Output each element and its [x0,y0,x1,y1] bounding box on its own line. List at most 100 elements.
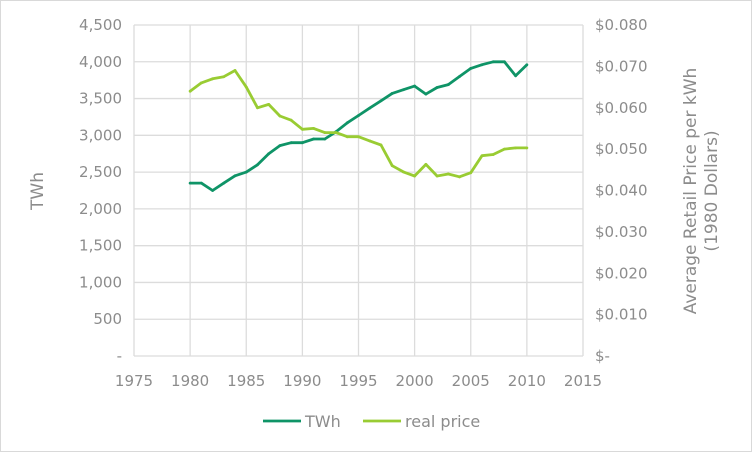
y2-tick-label: $0.010 [595,306,648,324]
x-tick-label: 1975 [115,372,153,390]
x-tick-label: 2000 [396,372,434,390]
data-point [199,81,203,85]
data-point [491,60,495,64]
data-point [233,69,237,72]
data-point [267,103,271,106]
y-tick-label: 2,000 [79,200,122,218]
y-tick-label: 1,500 [79,237,122,255]
data-point [211,77,214,81]
y2-tick-label: $0.070 [595,57,648,75]
data-point [289,141,293,145]
data-point [413,174,417,178]
data-point [458,75,461,78]
data-point [312,137,315,141]
data-point [368,106,372,110]
data-point [312,127,315,130]
y-tick-label: 4,000 [79,53,122,71]
data-point [233,174,237,178]
data-point [300,141,304,145]
data-point [424,163,428,166]
data-point [199,181,203,185]
y2-tick-label: $0.040 [595,182,648,200]
data-point [503,60,506,64]
data-point [525,63,529,67]
data-point [278,114,282,118]
x-tick-label: 1995 [339,372,377,390]
data-point [267,152,271,156]
data-point [222,75,226,79]
y2-tick-label: $0.060 [595,99,648,117]
y2-tick-label: $0.030 [595,223,648,241]
y-axis-left: - 500 1,000 1,500 2,000 2,500 3,000 3,500 4,000 4… [79,16,122,365]
data-point [244,85,248,89]
x-tick-label: 1985 [227,372,265,390]
y-tick-label: 2,500 [79,163,122,181]
x-tick-label: 1980 [171,372,209,390]
y-tick-label: - [117,347,122,365]
data-point [435,174,439,178]
data-point [458,175,461,179]
data-point [446,172,450,176]
data-point [491,153,495,156]
data-point [368,139,372,143]
data-point [188,181,192,185]
data-point [323,131,327,134]
y2-tick-label: $0.050 [595,140,648,158]
y2-tick-label: $0.080 [595,16,648,34]
data-point [469,66,473,70]
data-point [402,170,405,174]
data-point [525,146,529,150]
data-point [390,92,394,95]
data-point [469,171,473,175]
data-point [503,147,506,151]
data-point [514,146,518,150]
legend-label: real price [405,412,480,431]
data-point [446,83,450,86]
series-lines [188,60,529,192]
x-tick-label: 2010 [508,372,546,390]
data-point [300,127,304,131]
y-tick-label: 3,000 [79,126,122,144]
data-point [334,131,338,134]
y2-tick-label: $0.020 [595,264,648,282]
gridlines [133,24,584,357]
data-point [480,63,484,67]
x-axis: 1975 1980 1985 1990 1995 2000 2005 2010 2015 [115,372,602,390]
y2-tick-label: $- [595,347,610,365]
data-point [256,106,259,110]
data-point [402,88,405,92]
y-tick-label: 500 [93,310,122,328]
data-point [345,121,349,125]
data-point [424,92,428,96]
data-point [345,135,349,139]
data-point [289,118,293,122]
y-tick-label: 4,500 [79,16,122,34]
data-point [188,89,192,93]
y-axis-title: TWh [28,172,48,211]
data-point [480,154,484,158]
data-point [435,86,439,89]
y2-axis-title-line1: Average Retail Price per kWh [681,68,701,315]
data-point [379,143,383,147]
data-point [357,114,360,117]
legend: TWh real price [263,412,480,431]
data-point [413,84,417,88]
data-point [357,135,360,139]
y-tick-label: 3,500 [79,90,122,108]
data-point [211,189,214,192]
data-point [390,164,394,168]
data-point [222,181,226,185]
data-point [278,144,282,148]
data-point [379,99,383,103]
x-tick-label: 1990 [283,372,321,390]
legend-label: TWh [304,412,341,431]
data-point [244,170,248,174]
y-axis-right: $- $0.010 $0.020 $0.030 $0.040 $0.050 $0.060 $0… [595,16,648,365]
y-tick-label: 1,000 [79,273,122,291]
data-point [323,137,327,141]
data-point [514,74,518,78]
data-point [256,163,259,167]
y2-axis-title-line2: (1980 Dollars) [702,130,722,251]
